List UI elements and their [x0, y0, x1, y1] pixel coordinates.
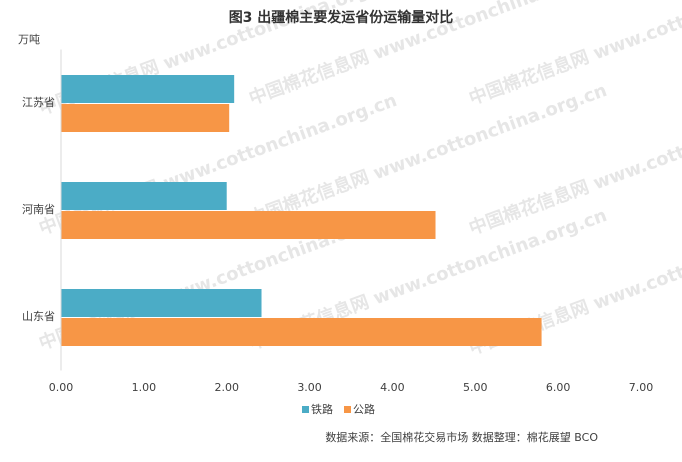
legend-label: 公路 — [353, 403, 375, 416]
x-tick-label: 4.00 — [380, 381, 405, 394]
bar — [61, 75, 235, 103]
x-tick-label: 3.00 — [297, 381, 322, 394]
bar — [61, 182, 227, 210]
y-tick-label: 江苏省 — [22, 96, 55, 109]
legend-swatch — [302, 406, 309, 413]
x-tick-label: 5.00 — [463, 381, 488, 394]
x-tick-label: 6.00 — [546, 381, 571, 394]
y-tick-label: 山东省 — [22, 310, 55, 323]
legend-label: 铁路 — [311, 403, 333, 416]
x-tick-label: 7.00 — [629, 381, 654, 394]
bar — [61, 211, 436, 239]
x-tick-label: 2.00 — [214, 381, 239, 394]
y-unit-label: 万吨 — [18, 33, 40, 46]
x-tick-label: 1.00 — [132, 381, 157, 394]
bar — [61, 104, 230, 132]
bar — [61, 289, 262, 317]
chart-title: 图3 出疆棉主要发运省份运输量对比 — [229, 9, 454, 26]
x-tick-label: 0.00 — [49, 381, 74, 394]
y-tick-label: 河南省 — [22, 203, 55, 216]
legend-swatch — [344, 406, 351, 413]
source-note: 数据来源：全国棉花交易市场 数据整理：棉花展望 BCO — [325, 430, 598, 444]
bar — [61, 318, 542, 346]
